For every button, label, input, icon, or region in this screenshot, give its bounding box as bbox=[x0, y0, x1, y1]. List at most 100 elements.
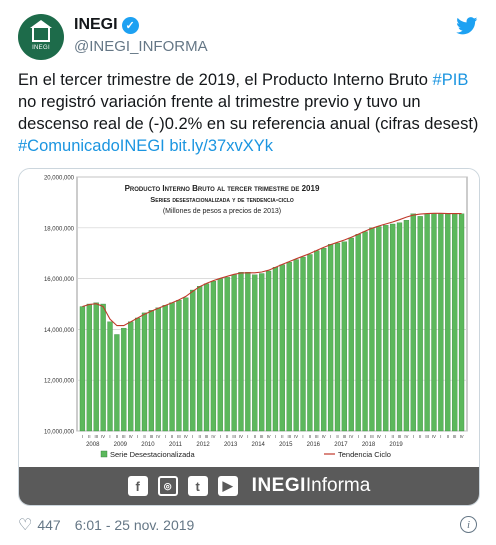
bar bbox=[334, 242, 341, 432]
quarter-tick-label: I bbox=[192, 434, 193, 439]
quarter-tick-label: I bbox=[109, 434, 110, 439]
quarter-tick-label: IV bbox=[267, 434, 271, 439]
quarter-tick-label: II bbox=[116, 434, 118, 439]
quarter-tick-label: IV bbox=[101, 434, 105, 439]
avatar-label: INEGI bbox=[32, 44, 50, 51]
year-label: 2010 bbox=[141, 442, 155, 448]
quarter-tick-label: I bbox=[385, 434, 386, 439]
y-tick-label: 14,000,000 bbox=[44, 328, 75, 334]
heart-icon[interactable]: ♡ bbox=[18, 517, 33, 534]
facebook-icon: f bbox=[127, 476, 148, 496]
quarter-tick-label: IV bbox=[239, 434, 243, 439]
chart-image[interactable]: 10,000,000 12,000,000 14,000,000 16,000,000… bbox=[19, 169, 479, 467]
bar bbox=[134, 317, 141, 432]
url-link[interactable]: bit.ly/37xvXYk bbox=[169, 137, 273, 155]
display-name[interactable]: INEGI bbox=[74, 16, 118, 33]
bar bbox=[190, 289, 196, 432]
bar bbox=[383, 225, 389, 432]
twitter-icon: t bbox=[187, 476, 208, 496]
tweet-line: En el tercer trimestre de 2019, el Produ… bbox=[18, 69, 480, 91]
bar bbox=[341, 241, 348, 432]
bar bbox=[155, 307, 161, 432]
trend-line bbox=[82, 212, 462, 327]
bar bbox=[114, 334, 120, 432]
bar bbox=[417, 216, 423, 432]
bar bbox=[128, 321, 134, 432]
quarter-tick-label: III bbox=[425, 434, 429, 439]
bar bbox=[121, 327, 127, 432]
bar bbox=[162, 305, 168, 432]
bar bbox=[286, 261, 292, 432]
quarter-tick-label: III bbox=[453, 434, 457, 439]
like-count[interactable]: 447 bbox=[37, 517, 61, 533]
tweet-text-segment: descenso real de (-)0.2% en su referenci… bbox=[18, 115, 479, 133]
year-label: 2017 bbox=[334, 442, 348, 448]
quarter-tick-label: III bbox=[287, 434, 291, 439]
bar bbox=[438, 213, 444, 432]
tweet-text-segment: En el tercer trimestre de 2019, el Produ… bbox=[18, 71, 433, 89]
quarter-tick-label: III bbox=[398, 434, 402, 439]
bar bbox=[396, 222, 403, 432]
quarter-tick-label: II bbox=[419, 434, 421, 439]
timestamp[interactable]: 6:01 - 25 nov. 2019 bbox=[74, 517, 195, 533]
bar bbox=[100, 303, 106, 432]
quarter-tick-label: I bbox=[440, 434, 441, 439]
quarter-tick-label: III bbox=[122, 434, 126, 439]
quarter-tick-label: IV bbox=[294, 434, 298, 439]
bar bbox=[389, 223, 396, 432]
quarter-tick-label: I bbox=[302, 434, 303, 439]
bar bbox=[196, 286, 203, 432]
legend-label-trend: Tendencia Ciclo bbox=[338, 450, 391, 459]
quarter-tick-label: II bbox=[309, 434, 311, 439]
y-tick-label: 16,000,000 bbox=[44, 277, 75, 283]
bar bbox=[224, 277, 230, 432]
bar bbox=[141, 312, 148, 432]
quarter-tick-label: I bbox=[247, 434, 248, 439]
quarter-tick-label: IV bbox=[432, 434, 436, 439]
bar bbox=[259, 273, 265, 432]
legend-swatch-bars bbox=[100, 450, 108, 458]
chart-title: Producto Interno Bruto al tercer trimest… bbox=[125, 184, 320, 193]
year-label: 2013 bbox=[224, 442, 238, 448]
quarter-tick-label: III bbox=[177, 434, 181, 439]
account-name-row[interactable]: INEGI ✓ bbox=[74, 16, 139, 34]
quarter-tick-label: I bbox=[275, 434, 276, 439]
chart-units-note: (Millones de pesos a precios de 2013) bbox=[163, 208, 281, 215]
quarter-tick-label: III bbox=[343, 434, 347, 439]
bar bbox=[265, 270, 272, 432]
twitter-bird-icon[interactable] bbox=[456, 17, 478, 35]
quarter-tick-label: III bbox=[370, 434, 374, 439]
quarter-tick-label: IV bbox=[460, 434, 464, 439]
media-card[interactable]: 10,000,000 12,000,000 14,000,000 16,000,000… bbox=[18, 168, 480, 506]
bar bbox=[327, 244, 334, 432]
quarter-tick-label: IV bbox=[184, 434, 188, 439]
tweet-line: descenso real de (-)0.2% en su referenci… bbox=[18, 113, 480, 135]
quarter-tick-label: I bbox=[413, 434, 414, 439]
bar bbox=[424, 213, 430, 432]
avatar[interactable]: INEGI bbox=[18, 14, 64, 60]
quarter-tick-label: III bbox=[205, 434, 209, 439]
account-handle[interactable]: @INEGI_INFORMA bbox=[74, 38, 208, 55]
bar bbox=[238, 272, 244, 432]
info-icon[interactable]: i bbox=[460, 516, 477, 533]
bar bbox=[452, 213, 458, 432]
quarter-tick-label: III bbox=[94, 434, 98, 439]
quarter-tick-label: IV bbox=[377, 434, 381, 439]
quarter-tick-label: II bbox=[171, 434, 173, 439]
year-label: 2008 bbox=[86, 442, 100, 448]
y-tick-label: 12,000,000 bbox=[44, 379, 75, 385]
title-box bbox=[92, 180, 352, 226]
chart-subtitle: Series desestacionalizada y de tendencia… bbox=[150, 195, 294, 204]
bar bbox=[348, 237, 354, 432]
quarter-tick-label: II bbox=[254, 434, 256, 439]
quarter-tick-label: IV bbox=[322, 434, 326, 439]
quarter-tick-label: I bbox=[82, 434, 83, 439]
quarter-tick-label: III bbox=[232, 434, 236, 439]
quarter-tick-label: II bbox=[88, 434, 90, 439]
quarter-tick-label: IV bbox=[156, 434, 160, 439]
bar bbox=[431, 213, 437, 432]
quarter-tick-label: II bbox=[447, 434, 449, 439]
tweet-text-segment: no registró variación frente al trimestr… bbox=[18, 93, 421, 111]
hashtag-link[interactable]: #ComunicadoINEGI bbox=[18, 137, 165, 155]
hashtag-link[interactable]: #PIB bbox=[432, 71, 469, 89]
